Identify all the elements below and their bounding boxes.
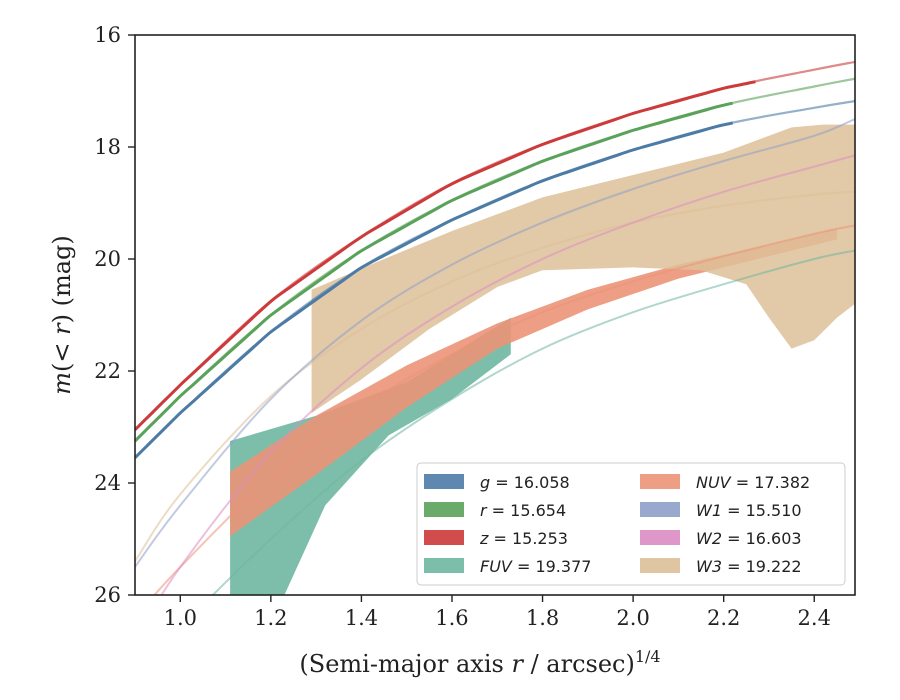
x-tick-label: 2.0 <box>616 606 649 630</box>
curve-w3 <box>135 190 855 562</box>
y-tick-label: 18 <box>94 135 121 159</box>
y-axis: 16 18 20 22 24 26 <box>94 23 135 607</box>
legend-swatch-z <box>424 530 464 545</box>
y-tick-label: 26 <box>94 583 121 607</box>
legend-swatch-r <box>424 502 464 517</box>
legend-label-w3: W3 = 19.222 <box>696 557 802 576</box>
x-tick-label: 2.2 <box>707 606 740 630</box>
x-tick-label: 1.8 <box>526 606 559 630</box>
y-tick-label: 22 <box>94 359 121 383</box>
y-tick-label: 16 <box>94 23 121 47</box>
y-tick-label: 20 <box>94 247 121 271</box>
y-tick-label: 24 <box>94 471 121 495</box>
x-tick-label: 1.4 <box>345 606 378 630</box>
x-tick-label: 1.6 <box>435 606 468 630</box>
legend-label-w2: W2 = 16.603 <box>696 529 802 548</box>
curve-w1 <box>135 118 855 568</box>
legend-swatch-fuv <box>424 558 464 573</box>
curve-g <box>135 121 734 459</box>
x-axis-label: (Semi-major axis r / arcsec)1/4 <box>299 647 660 678</box>
legend-label-g: g = 16.058 <box>480 473 570 492</box>
legend-box <box>416 462 846 586</box>
curve-w2 <box>160 154 855 595</box>
legend-swatch-w2 <box>640 530 680 545</box>
curve-nuv <box>153 224 855 595</box>
legend-swatch-g <box>424 474 464 489</box>
legend-label-w1: W1 = 15.510 <box>696 501 802 520</box>
plot-frame <box>134 34 856 596</box>
x-tick-label: 2.4 <box>798 606 831 630</box>
legend-swatch-nuv <box>640 474 680 489</box>
x-tick-label: 1.2 <box>254 606 287 630</box>
legend-label-nuv: NUV = 17.382 <box>696 473 810 492</box>
x-axis: 1.0 1.2 1.4 1.6 1.8 2.0 2.2 2.4 <box>164 595 831 630</box>
legend-swatch-w1 <box>640 502 680 517</box>
y-axis-label: m(< r) (mag) <box>48 235 76 395</box>
legend-swatch-w3 <box>640 558 680 573</box>
legend-label-fuv: FUV = 19.377 <box>480 557 591 576</box>
band-w3 <box>311 124 855 413</box>
curve-r <box>135 101 733 443</box>
legend: g = 16.058 r = 15.654 z = 15.253 FUV = 19.3… <box>416 462 846 586</box>
legend-label-z: z = 15.253 <box>479 529 568 548</box>
band-layer <box>230 124 855 595</box>
curve-fuv <box>211 249 855 595</box>
band-fuv <box>230 317 511 595</box>
x-tick-label: 1.0 <box>164 606 197 630</box>
curve-z <box>135 80 756 431</box>
legend-label-r: r = 15.654 <box>480 501 566 520</box>
curve-layer <box>135 60 855 595</box>
